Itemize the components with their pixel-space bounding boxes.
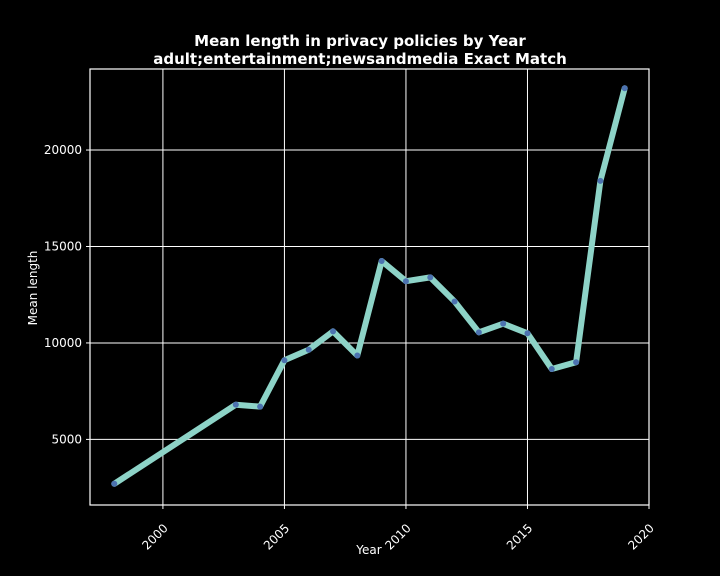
data-point — [330, 328, 337, 335]
data-point — [281, 357, 288, 364]
data-point — [427, 274, 434, 281]
data-point — [548, 365, 555, 372]
data-point — [500, 320, 507, 327]
data-point — [232, 401, 239, 408]
data-point — [475, 329, 482, 336]
y-tick-label: 20000 — [44, 143, 82, 157]
data-point — [305, 346, 312, 353]
y-tick-label: 10000 — [44, 336, 82, 350]
y-tick-label: 5000 — [51, 432, 82, 446]
x-axis-label: Year — [356, 543, 382, 557]
data-point — [451, 298, 458, 305]
data-point — [573, 359, 580, 366]
data-point — [402, 278, 409, 285]
y-tick-label: 15000 — [44, 239, 82, 253]
axes-frame — [89, 68, 650, 506]
data-point — [257, 403, 264, 410]
data-point — [378, 257, 385, 264]
chart-subtitle: adult;entertainment;newsandmedia Exact M… — [153, 50, 567, 68]
plot-area — [90, 69, 649, 505]
y-axis-label: Mean length — [26, 250, 40, 326]
data-point — [111, 480, 118, 487]
data-point — [354, 352, 361, 359]
data-point — [621, 85, 628, 92]
data-point — [597, 177, 604, 184]
series-line — [111, 85, 628, 487]
chart-title: Mean length in privacy policies by Year — [194, 32, 526, 50]
data-point — [524, 330, 531, 337]
